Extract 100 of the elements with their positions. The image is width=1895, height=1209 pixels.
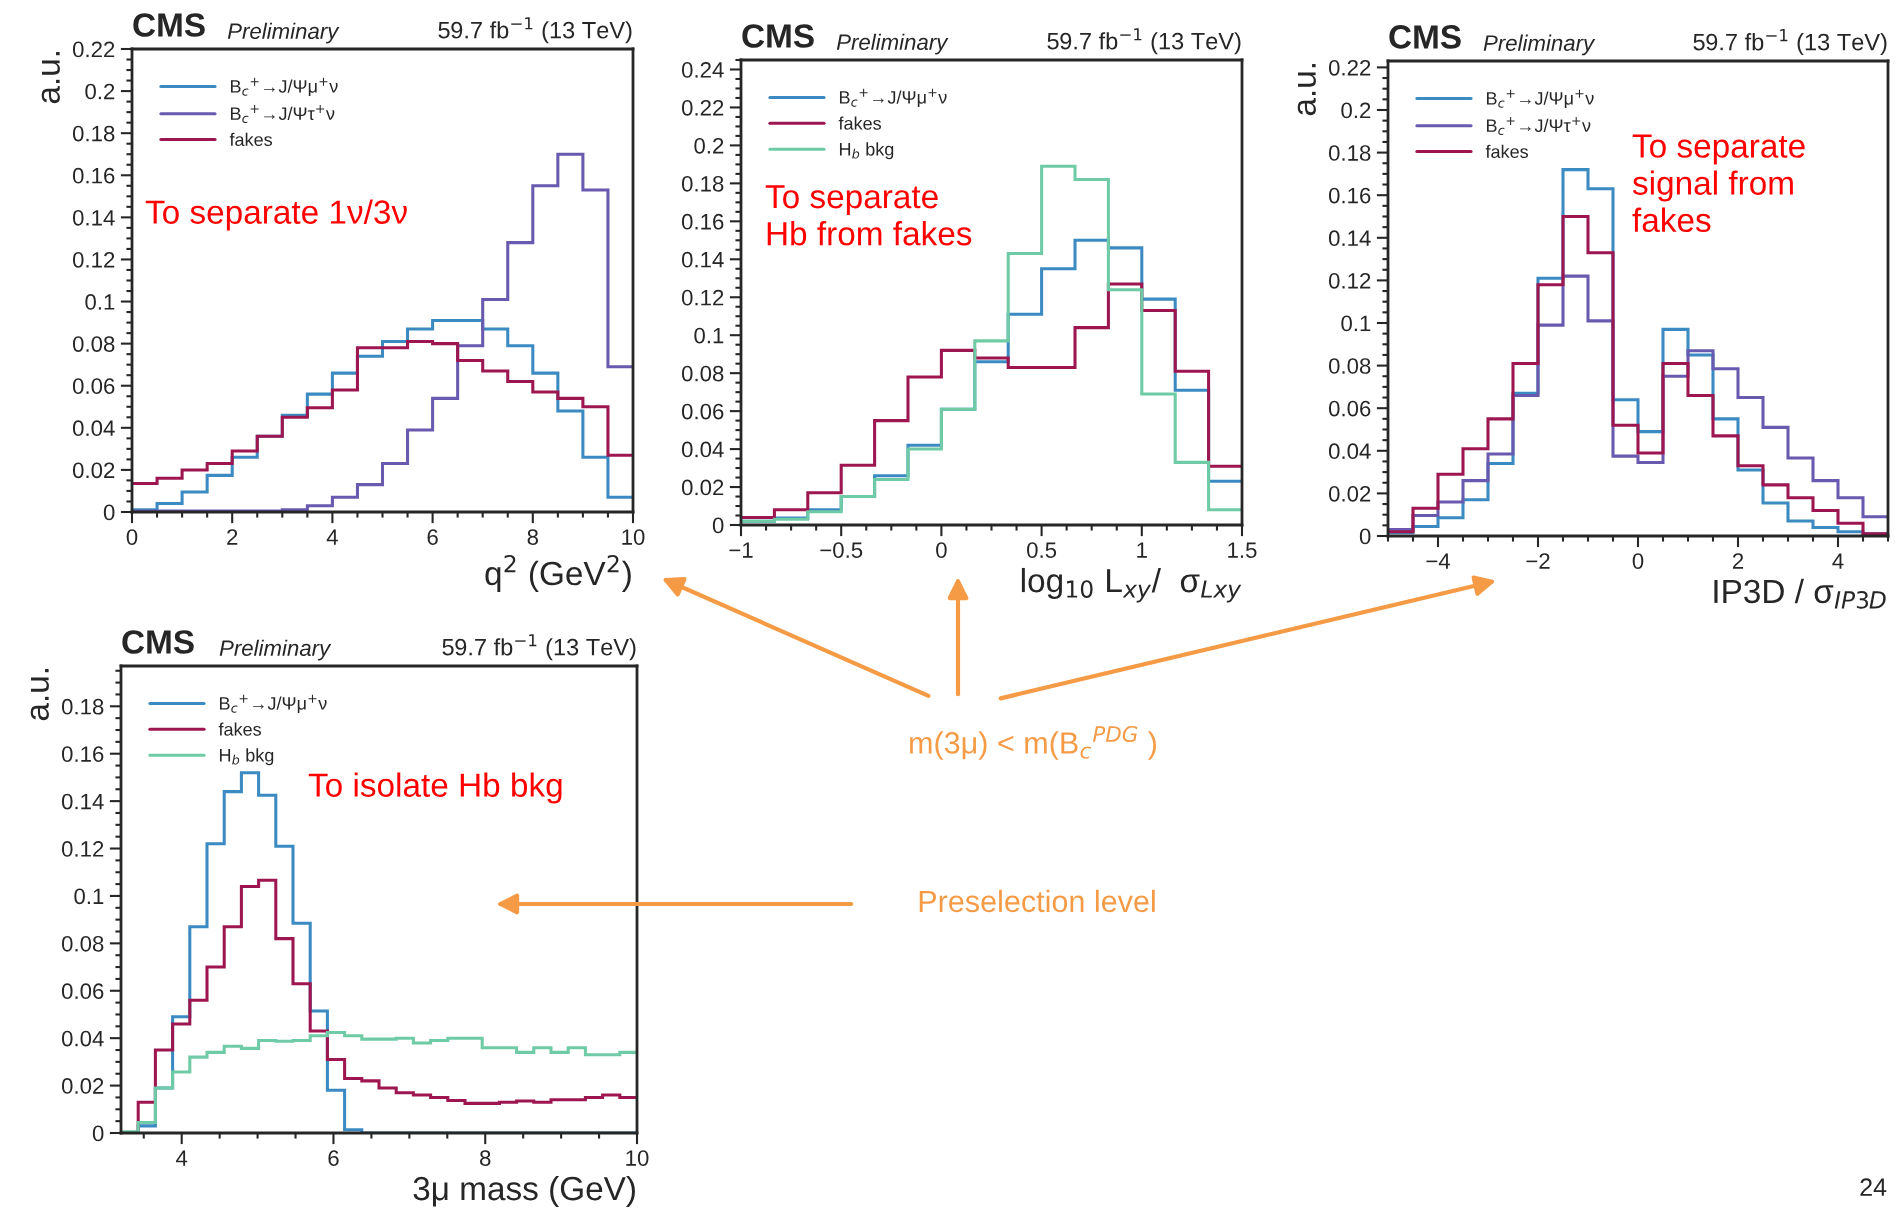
y-tick-label: 0.06 — [72, 378, 115, 394]
y-tick-label: 0.16 — [1328, 187, 1371, 204]
x-tick-label: −0.5 — [820, 542, 863, 558]
annotation: To separate signal from fakes — [1632, 134, 1805, 233]
y-tick-label: 0.1 — [74, 888, 104, 905]
legend-label: B$_{c}$$^{+}$→J/Ψμ$^{+}$ν — [839, 88, 947, 108]
y-tick-label: 0.02 — [72, 462, 115, 479]
x-tick-label: −4 — [1426, 553, 1451, 569]
y-tick-label: 0.2 — [1341, 102, 1371, 119]
y-tick-label: 0 — [92, 1125, 104, 1142]
y-tick-label: 0.18 — [72, 125, 115, 142]
y-tick-label: 0.18 — [681, 175, 724, 192]
x-tick-label: 4 — [176, 1150, 188, 1166]
y-tick-label: 0.1 — [694, 327, 724, 344]
x-axis-title: log$_{10}$ L$_{xy}$/ σ$_{Lxy}$ — [1021, 567, 1242, 603]
y-tick-label: 0.04 — [72, 420, 115, 437]
y-tick-label: 0.02 — [681, 479, 724, 496]
x-tick-label: −2 — [1526, 553, 1550, 569]
x-tick-label: −1 — [729, 542, 753, 558]
y-axis-title: a.u. — [30, 669, 49, 721]
y-tick-label: 0.22 — [1328, 59, 1371, 76]
x-tick-label: 8 — [480, 1150, 491, 1166]
legend-label: H$_{b}$ bkg — [219, 748, 274, 766]
text: 59.7 fb$^{−1}$ (13 TeV) — [442, 634, 636, 661]
y-tick-label: 0.1 — [1341, 315, 1371, 332]
chart-title: CMS — [122, 630, 194, 654]
legend-label: B$_{c}$$^{+}$→J/Ψμ$^{+}$ν — [230, 77, 338, 97]
y-tick-label: 0.06 — [1328, 400, 1371, 417]
y-tick-label: 0.08 — [72, 336, 115, 352]
y-tick-label: 0.12 — [681, 289, 724, 306]
y-tick-label: 0 — [103, 504, 115, 521]
x-tick-label: 10 — [622, 529, 645, 545]
x-tick-label: 4 — [1832, 553, 1844, 569]
y-tick-label: 0.08 — [61, 935, 104, 952]
legend-label: fakes — [1485, 144, 1528, 159]
y-tick-label: 0.2 — [694, 137, 724, 154]
y-axis-title: a.u. — [41, 52, 60, 104]
y-tick-label: 0.18 — [61, 698, 104, 715]
text: 59.7 fb$^{−1}$ (13 TeV) — [1047, 28, 1241, 55]
x-tick-label: 0 — [936, 542, 947, 558]
y-tick-label: 0.04 — [1328, 443, 1371, 460]
x-axis-title: q$^{2}$ (GeV$^{2}$) — [485, 554, 631, 592]
x-tick-label: 10 — [626, 1150, 649, 1166]
y-tick-label: 0.02 — [1328, 485, 1371, 502]
text: 59.7 fb$^{−1}$ (13 TeV) — [438, 17, 632, 44]
chart-subtitle: Preliminary — [1483, 34, 1596, 56]
x-tick-label: 6 — [427, 529, 438, 545]
y-tick-label: 0.14 — [72, 209, 115, 226]
x-tick-label: 0 — [1632, 553, 1644, 569]
y-tick-label: 0 — [712, 517, 724, 534]
x-tick-label: 1.5 — [1228, 542, 1257, 558]
legend-label: fakes — [218, 722, 261, 736]
legend-label: fakes — [229, 132, 272, 147]
y-tick-label: 0.16 — [681, 213, 724, 230]
x-tick-label: 0 — [126, 529, 138, 545]
annotation: To separate Hb from fakes — [765, 185, 972, 246]
legend-label: B$_{c}$$^{+}$→J/Ψμ$^{+}$ν — [219, 694, 327, 714]
x-axis-title: IP3D / σ$_{IP3D}$ — [1714, 578, 1886, 609]
y-tick-label: 0.06 — [61, 983, 104, 1000]
chart-title: CMS — [133, 13, 205, 37]
y-tick-label: 0.22 — [681, 99, 724, 116]
x-tick-label: 2 — [1732, 553, 1744, 569]
y-tick-label: 0.12 — [1328, 272, 1371, 289]
x-tick-label: 0.5 — [1027, 542, 1057, 558]
legend-label: B$_{c}$$^{+}$→J/Ψτ$^{+}$ν — [230, 105, 335, 123]
y-tick-label: 0.16 — [61, 746, 104, 762]
legend-label: H$_{b}$ bkg — [839, 142, 894, 160]
legend-label: B$_{c}$$^{+}$→J/Ψμ$^{+}$ν — [1486, 89, 1594, 109]
x-tick-label: 8 — [527, 529, 539, 545]
y-tick-label: 0.06 — [681, 403, 724, 420]
text: m(3μ) < m(B$_{c}$$^{PDG}$ ) — [910, 725, 1156, 760]
text: Preselection level — [919, 889, 1155, 913]
chart-subtitle: Preliminary — [227, 22, 340, 44]
y-tick-label: 0.14 — [61, 793, 104, 810]
y-tick-label: 0.08 — [1328, 358, 1371, 374]
y-tick-label: 0.08 — [681, 365, 724, 382]
y-tick-label: 0.14 — [1328, 230, 1371, 247]
y-tick-label: 0.1 — [85, 294, 115, 310]
legend-label: B$_{c}$$^{+}$→J/Ψτ$^{+}$ν — [1486, 117, 1591, 135]
y-tick-label: 0.16 — [72, 167, 115, 184]
x-tick-label: 1 — [1137, 542, 1147, 558]
y-tick-label: 0.04 — [61, 1030, 104, 1047]
x-axis-title: 3μ mass (GeV) — [413, 1175, 635, 1207]
annotation: To separate 1ν/3ν — [145, 199, 407, 231]
y-tick-label: 0.02 — [61, 1078, 104, 1094]
text: 59.7 fb$^{−1}$ (13 TeV) — [1693, 29, 1887, 56]
x-tick-label: 6 — [328, 1150, 339, 1166]
y-axis-title: a.u. — [1297, 64, 1316, 116]
chart-title: CMS — [742, 24, 814, 48]
y-tick-label: 0.18 — [1328, 145, 1371, 161]
chart-title: CMS — [1389, 25, 1461, 49]
x-tick-label: 2 — [227, 529, 238, 545]
y-tick-label: 0.14 — [681, 251, 724, 268]
text: 24 — [1860, 1178, 1887, 1196]
chart-subtitle: Preliminary — [219, 639, 332, 661]
annotation: To isolate Hb bkg — [308, 772, 562, 804]
y-tick-label: 0.04 — [681, 441, 724, 458]
y-tick-label: 0.22 — [72, 41, 115, 58]
y-tick-label: 0.12 — [72, 251, 115, 268]
legend-label: fakes — [838, 116, 881, 130]
